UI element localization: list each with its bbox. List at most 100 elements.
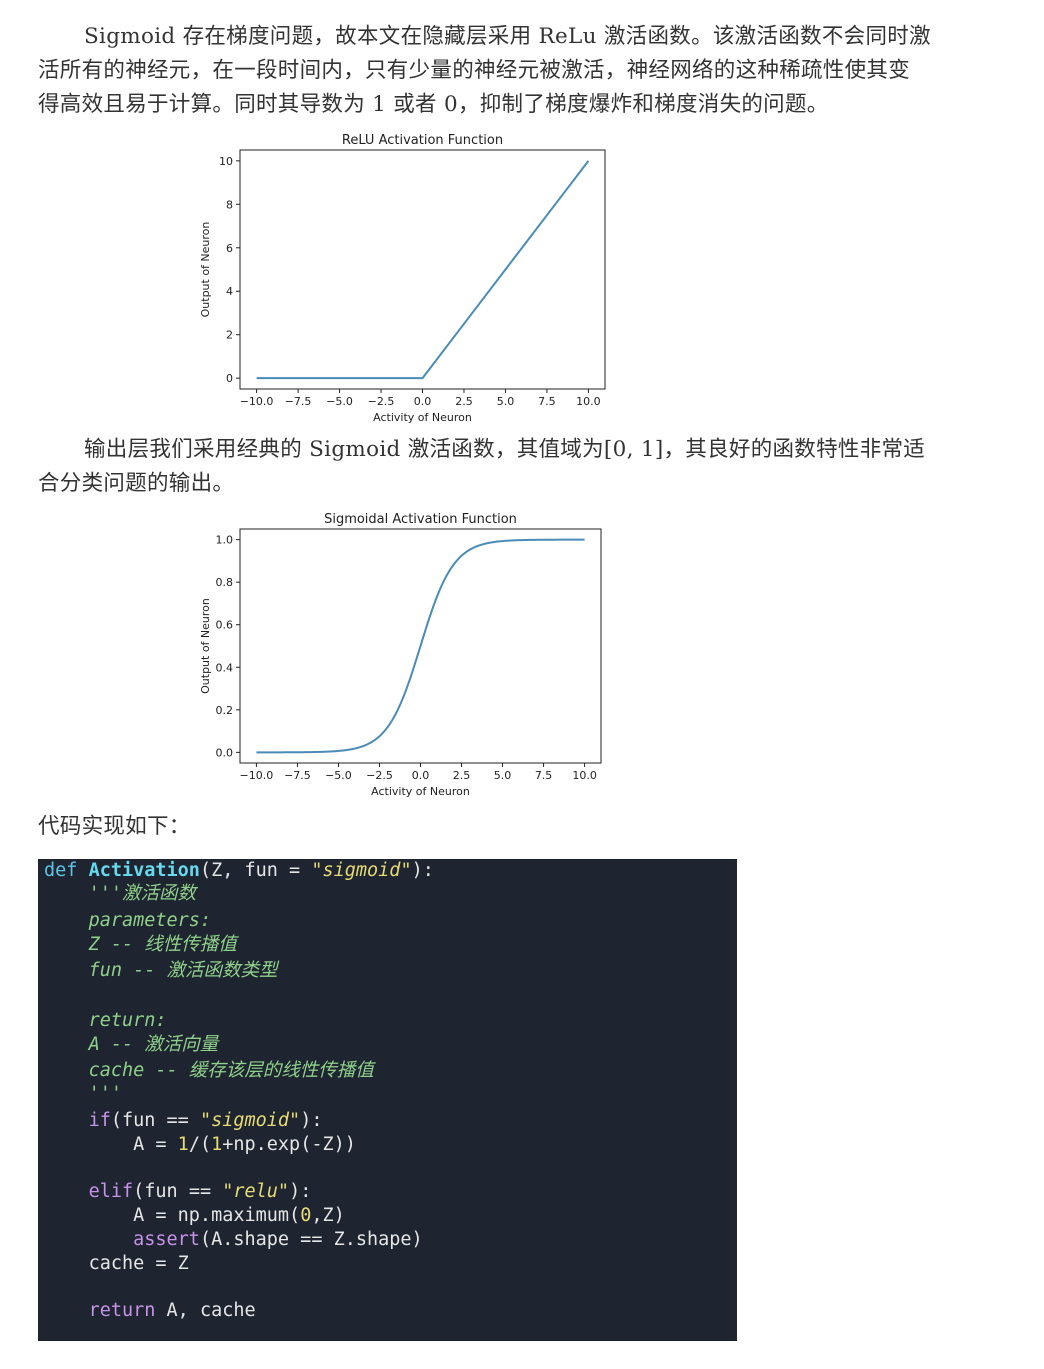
y-tick-label: 2 [226,329,233,342]
code-keyword: def [44,860,78,881]
code-text: ): [411,860,434,881]
y-tick-label: 6 [226,242,233,255]
code-docstring: parameters: [88,910,212,931]
code-docstring: A -- 激活向量 [88,1034,219,1055]
code-line: return: [44,1009,167,1033]
code-keyword: if [88,1110,111,1131]
paragraph-line: 输出层我们采用经典的 Sigmoid 激活函数，其值域为[0, 1]，其良好的函… [84,437,926,462]
code-line: elif(fun == "relu"): [44,1180,312,1204]
x-tick-label: 2.5 [453,769,471,782]
code-function-name: Activation [88,860,200,881]
y-tick-label: 0.4 [216,661,234,674]
x-tick-label: 7.5 [535,769,553,782]
code-line: parameters: [44,909,212,933]
x-tick-label: 0.0 [412,769,430,782]
code-text: +np.exp(-Z)) [222,1134,356,1155]
code-text: /( [188,1134,212,1155]
intro-paragraph: Sigmoid 存在梯度问题，故本文在隐藏层采用 ReLu 激活函数。该激活函数… [38,20,968,122]
x-tick-label: 2.5 [455,395,473,408]
paragraph-line: 合分类问题的输出。 [38,471,235,496]
x-tick-label: −2.5 [366,769,393,782]
code-string: "relu" [222,1181,290,1202]
x-axis-label: Activity of Neuron [373,411,472,424]
code-line: Z -- 线性传播值 [44,933,237,957]
code-text: (A.shape == Z.shape) [199,1229,423,1250]
code-line: A = 1/(1+np.exp(-Z)) [44,1133,356,1157]
code-string: "sigmoid" [199,1110,301,1131]
paragraph-line: 活所有的神经元，在一段时间内，只有少量的神经元被激活，神经网络的这种稀疏性使其变 [38,58,911,83]
y-tick-label: 1.0 [216,534,234,547]
code-line: A -- 激活向量 [44,1033,219,1057]
code-line: cache -- 缓存该层的线性传播值 [44,1059,374,1083]
code-docstring: fun -- 激活函数类型 [88,960,278,981]
code-number: 0 [300,1205,312,1226]
code-line: cache = Z [44,1252,189,1276]
code-text: A, cache [155,1300,256,1321]
x-tick-label: −7.5 [285,395,312,408]
x-tick-label: 7.5 [538,395,556,408]
code-docstring: Z -- 线性传播值 [88,934,237,955]
y-tick-label: 0.2 [216,704,234,717]
code-string: "sigmoid" [311,860,412,881]
code-docstring: ''' [88,1083,122,1104]
y-tick-label: 0.0 [216,746,234,759]
y-tick-label: 0.6 [216,619,234,632]
x-tick-label: −5.0 [325,769,352,782]
code-line: ''' [44,1082,122,1106]
code-docstring: '''激活函数 [88,883,196,904]
output-layer-paragraph: 输出层我们采用经典的 Sigmoid 激活函数，其值域为[0, 1]，其良好的函… [38,433,968,501]
code-docstring: cache -- 缓存该层的线性传播值 [88,1060,374,1081]
x-tick-label: 10.0 [576,395,601,408]
code-text: (fun == [133,1181,223,1202]
series-line [256,160,590,380]
y-tick-label: 10 [219,155,233,168]
code-text: A = [133,1134,178,1155]
code-text: cache = Z [88,1253,189,1274]
x-tick-label: 5.0 [497,395,515,408]
x-tick-label: −7.5 [284,769,311,782]
code-line: '''激活函数 [44,882,196,906]
chart-title: Sigmoidal Activation Function [324,512,517,527]
sigmoid-chart-svg: Sigmoidal Activation Function Activity of… [199,512,602,798]
relu-chart-svg: ReLU Activation Function Activity of Neur… [199,133,606,424]
series-line [256,538,585,754]
code-intro-text: 代码实现如下： [38,810,968,844]
x-tick-label: 5.0 [494,769,512,782]
code-number: 1 [177,1134,189,1155]
code-keyword: elif [88,1181,134,1202]
code-text: (fun == [110,1110,200,1131]
x-tick-label: −10.0 [240,769,274,782]
x-tick-label: −10.0 [240,395,274,408]
y-tick-label: 8 [226,198,233,211]
y-axis-label: Output of Neuron [199,222,212,318]
code-text: ,Z) [311,1205,345,1226]
code-line: assert(A.shape == Z.shape) [44,1228,423,1252]
code-text: (Z, fun = [199,860,312,881]
code-keyword: assert [133,1229,200,1250]
x-axis-label: Activity of Neuron [371,785,470,798]
code-line: A = np.maximum(0,Z) [44,1204,345,1228]
paragraph-line: 代码实现如下： [38,814,191,839]
code-line: def Activation(Z, fun = "sigmoid"): [44,859,434,883]
code-line: fun -- 激活函数类型 [44,959,278,983]
code-text: ): [300,1110,323,1131]
sigmoid-chart: Sigmoidal Activation Function Activity of… [195,507,615,806]
x-tick-label: 10.0 [572,769,597,782]
x-tick-label: 0.0 [414,395,432,408]
y-tick-label: 4 [226,285,233,298]
code-keyword: return [88,1300,156,1321]
paragraph-line: 得高效且易于计算。同时其导数为 1 或者 0，抑制了梯度爆炸和梯度消失的问题。 [38,92,829,117]
x-tick-label: −2.5 [368,395,395,408]
code-docstring: return: [88,1010,167,1031]
x-tick-label: −5.0 [326,395,353,408]
plot-frame [239,149,606,390]
code-text: ): [289,1181,312,1202]
y-tick-label: 0 [226,372,233,385]
code-number: 1 [211,1134,223,1155]
code-block: def Activation(Z, fun = "sigmoid"): '''激… [38,859,737,1341]
code-text: A = np.maximum( [133,1205,301,1226]
chart-title: ReLU Activation Function [342,133,503,148]
paragraph-line: Sigmoid 存在梯度问题，故本文在隐藏层采用 ReLu 激活函数。该激活函数… [84,24,931,49]
code-line: return A, cache [44,1299,256,1323]
y-tick-label: 0.8 [216,576,234,589]
